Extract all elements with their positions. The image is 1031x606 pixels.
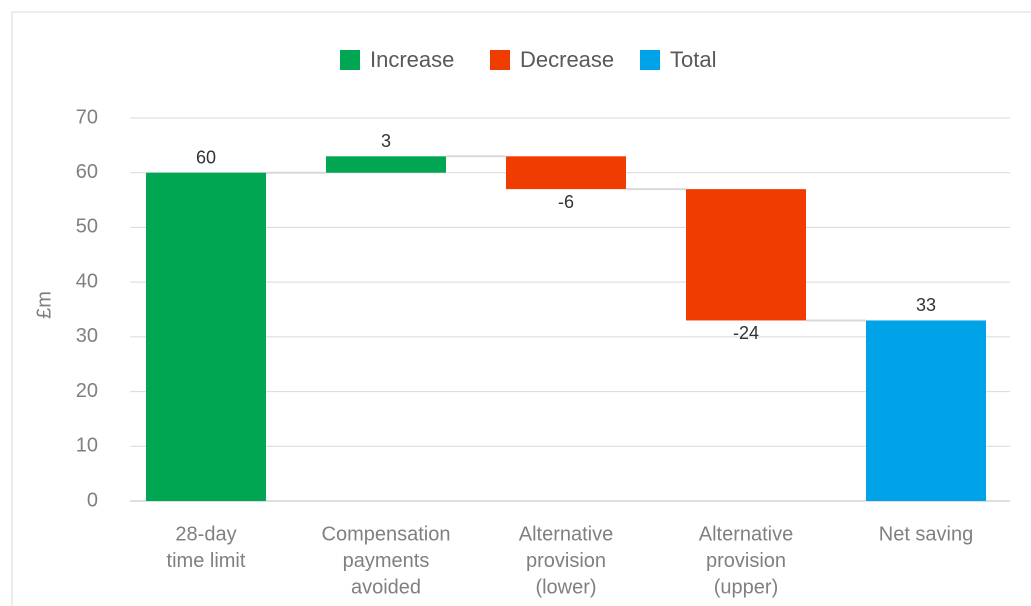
legend-swatch [490, 50, 510, 70]
x-tick-label: Alternative [699, 523, 794, 545]
bar [506, 156, 626, 190]
x-tick-label: provision [526, 550, 606, 572]
x-tick-label: 28-day [175, 523, 236, 545]
x-tick-label: Compensation [322, 523, 451, 545]
y-tick-label: 0 [87, 489, 98, 511]
y-tick-label: 20 [76, 380, 98, 402]
data-label: -6 [558, 192, 574, 212]
bar [146, 172, 266, 501]
legend-label: Decrease [520, 47, 614, 72]
legend-label: Total [670, 47, 716, 72]
y-tick-label: 40 [76, 270, 98, 292]
x-tick-label: avoided [351, 576, 421, 598]
x-tick-label: (upper) [714, 576, 778, 598]
x-tick-label: Alternative [519, 523, 614, 545]
data-label: 60 [196, 147, 216, 167]
data-label: 3 [381, 131, 391, 151]
x-tick-label: time limit [167, 550, 246, 572]
legend-swatch [340, 50, 360, 70]
x-tick-label: payments [343, 550, 430, 572]
y-tick-label: 60 [76, 161, 98, 183]
y-tick-label: 10 [76, 435, 98, 457]
chart-frame [11, 11, 1031, 606]
data-label: -24 [733, 323, 759, 343]
x-tick-label: Net saving [879, 523, 974, 545]
bar [326, 156, 446, 173]
bar [686, 189, 806, 321]
y-tick-label: 30 [76, 325, 98, 347]
data-label: 33 [916, 295, 936, 315]
x-tick-label: (lower) [535, 576, 596, 598]
y-tick-label: 50 [76, 216, 98, 238]
x-tick-label: provision [706, 550, 786, 572]
legend-label: Increase [370, 47, 454, 72]
bar [866, 320, 986, 501]
y-axis-label: £m [33, 291, 55, 319]
legend-swatch [640, 50, 660, 70]
y-tick-label: 70 [76, 106, 98, 128]
